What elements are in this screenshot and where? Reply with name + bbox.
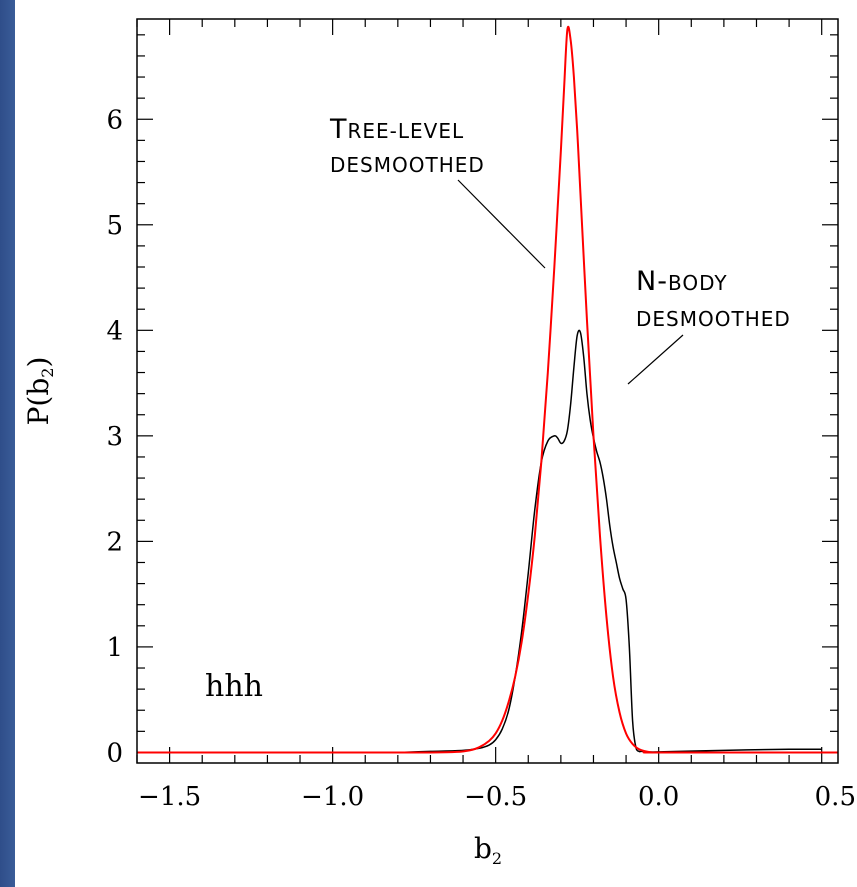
y-tick-labels: 0 1 2 3 4 5 6 <box>106 105 123 768</box>
x-tick-labels: −1.5 −1.0 −0.5 0.0 0.5 <box>138 782 856 812</box>
annotation-tree-level: TREE-LEVEL DESMOOTHED <box>329 114 546 269</box>
plot-frame <box>136 18 839 764</box>
annotation-tree-level-pointer <box>457 179 546 269</box>
annotation-tree-level-line2: DESMOOTHED <box>330 153 485 177</box>
series-layer <box>137 25 838 754</box>
major-ticks <box>137 19 838 763</box>
y-tick-label: 5 <box>106 211 123 241</box>
figure-panel <box>15 0 857 887</box>
x-tick-label: 0.0 <box>638 782 679 812</box>
x-tick-label: −1.5 <box>138 782 201 812</box>
x-tick-label: −1.0 <box>301 782 364 812</box>
y-tick-label: 3 <box>106 422 123 452</box>
y-axis-label: P(b2) <box>22 357 57 426</box>
x-tick-label: −0.5 <box>464 782 527 812</box>
minor-ticks <box>136 19 838 763</box>
y-tick-label: 6 <box>106 105 123 135</box>
y-tick-label: 4 <box>106 316 123 346</box>
annotation-n-body-pointer <box>627 334 684 385</box>
annotation-tree-level-line1: TREE-LEVEL <box>329 114 464 145</box>
x-axis-label: b2 <box>474 832 502 868</box>
y-tick-label: 1 <box>106 633 123 663</box>
series-line-n-body <box>397 329 822 754</box>
corner-label: hhh <box>205 669 263 704</box>
y-tick-label: 0 <box>106 738 123 768</box>
x-tick-label: 0.5 <box>815 782 856 812</box>
series-line-tree-level <box>137 25 838 754</box>
annotation-n-body: N-BODY DESMOOTHED <box>627 266 791 385</box>
annotation-n-body-line2: DESMOOTHED <box>636 307 791 331</box>
y-tick-label: 2 <box>106 527 123 557</box>
annotation-n-body-line1: N-BODY <box>636 266 728 297</box>
